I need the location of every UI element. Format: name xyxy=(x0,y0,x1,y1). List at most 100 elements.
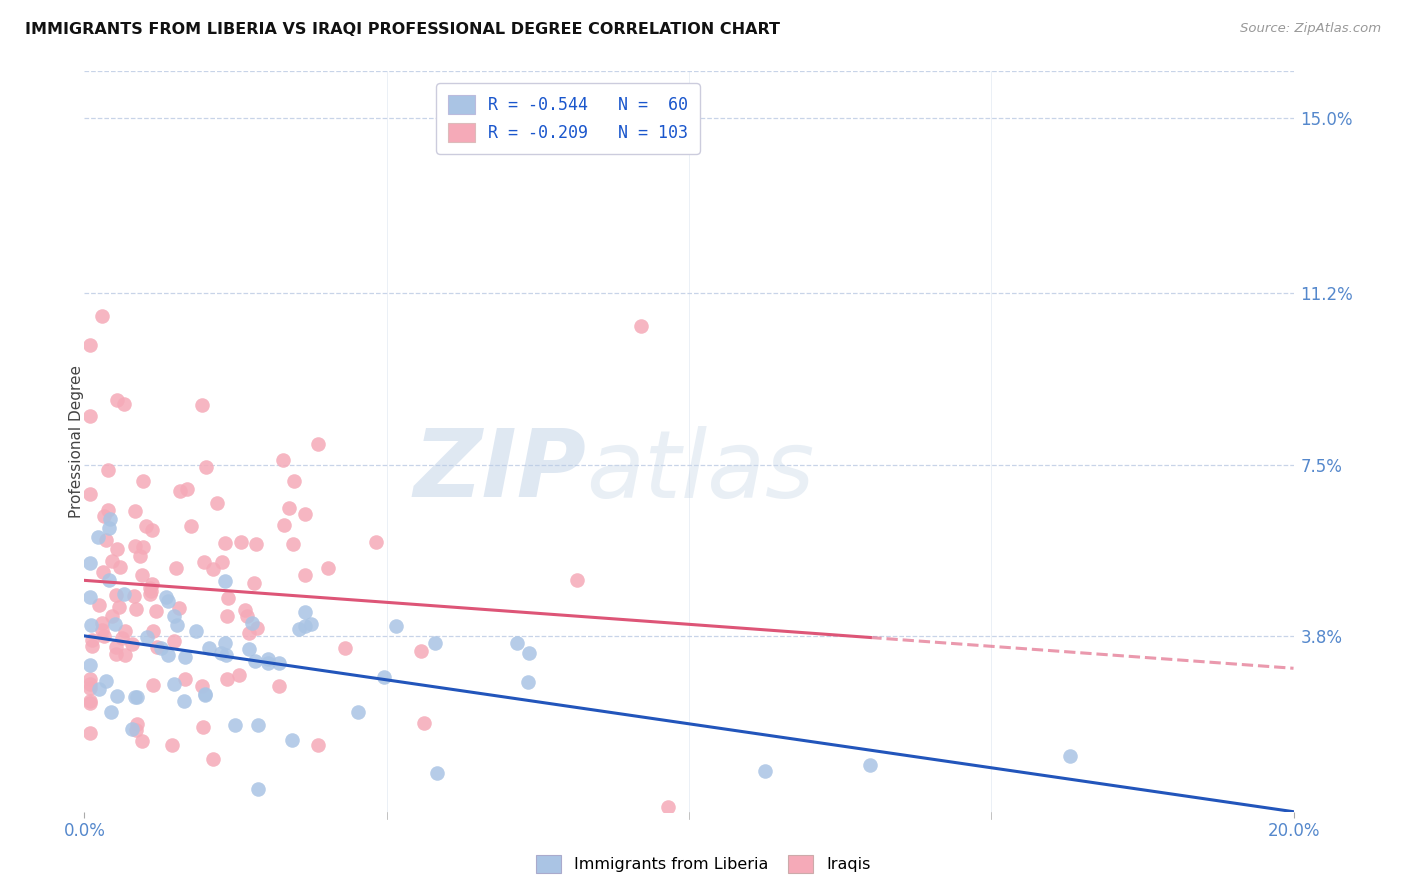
Point xyxy=(294,568,316,582)
Point xyxy=(180,519,202,533)
Point xyxy=(100,512,122,526)
Point xyxy=(287,622,309,636)
Point xyxy=(89,682,111,697)
Point xyxy=(79,590,101,604)
Point xyxy=(93,509,115,524)
Point xyxy=(754,764,776,778)
Point xyxy=(209,646,232,660)
Point xyxy=(423,635,446,649)
Point xyxy=(131,475,153,489)
Point xyxy=(384,618,406,632)
Point xyxy=(91,616,114,631)
Point xyxy=(316,561,339,575)
Point xyxy=(79,409,101,423)
Point xyxy=(166,618,188,632)
Point xyxy=(101,554,124,568)
Point xyxy=(155,590,177,604)
Point xyxy=(859,758,882,772)
Legend: R = -0.544   N =  60, R = -0.209   N = 103: R = -0.544 N = 60, R = -0.209 N = 103 xyxy=(436,83,700,153)
Point xyxy=(139,582,162,596)
Point xyxy=(97,503,120,517)
Point xyxy=(108,560,131,574)
Point xyxy=(82,633,104,648)
Point xyxy=(98,573,121,587)
Point xyxy=(79,696,101,710)
Point xyxy=(111,631,134,645)
Point xyxy=(141,577,163,591)
Point xyxy=(125,723,148,738)
Point xyxy=(105,640,128,655)
Point xyxy=(333,640,356,655)
Point xyxy=(269,656,291,670)
Point xyxy=(198,640,221,655)
Point xyxy=(80,640,103,654)
Point xyxy=(256,656,278,670)
Point xyxy=(169,483,191,498)
Point xyxy=(136,630,159,644)
Point xyxy=(114,624,136,638)
Point xyxy=(167,601,190,615)
Point xyxy=(93,629,115,643)
Point xyxy=(163,634,186,648)
Point xyxy=(194,688,217,702)
Point xyxy=(233,603,256,617)
Point xyxy=(94,673,117,688)
Point xyxy=(245,654,267,668)
Point xyxy=(267,679,290,693)
Point xyxy=(124,504,146,518)
Point xyxy=(228,668,250,682)
Point xyxy=(112,397,135,411)
Point xyxy=(157,593,180,607)
Point xyxy=(124,690,146,705)
Point xyxy=(214,536,236,550)
Point xyxy=(91,566,114,580)
Point xyxy=(247,782,270,797)
Point xyxy=(97,463,120,477)
Point xyxy=(87,529,110,543)
Point xyxy=(184,624,207,639)
Point xyxy=(657,800,679,814)
Point xyxy=(107,393,129,408)
Point xyxy=(157,648,180,663)
Point xyxy=(79,657,101,672)
Point xyxy=(79,726,101,740)
Point xyxy=(131,540,153,554)
Point xyxy=(139,584,162,599)
Point xyxy=(105,689,128,703)
Point xyxy=(79,556,101,570)
Point xyxy=(214,636,236,650)
Point xyxy=(215,648,238,663)
Point xyxy=(299,616,322,631)
Point xyxy=(94,533,117,547)
Point xyxy=(294,605,316,619)
Point xyxy=(273,518,295,533)
Point xyxy=(79,677,101,691)
Point xyxy=(107,542,129,557)
Point xyxy=(283,474,305,488)
Point xyxy=(91,623,114,637)
Point xyxy=(243,576,266,591)
Point xyxy=(131,567,153,582)
Y-axis label: Professional Degree: Professional Degree xyxy=(69,365,83,518)
Point xyxy=(174,672,197,686)
Point xyxy=(97,521,120,535)
Point xyxy=(211,554,233,568)
Text: ZIP: ZIP xyxy=(413,425,586,517)
Point xyxy=(281,733,304,747)
Point xyxy=(238,642,260,657)
Point xyxy=(163,676,186,690)
Point xyxy=(131,734,153,748)
Point xyxy=(90,309,112,323)
Point xyxy=(366,534,388,549)
Point xyxy=(125,602,148,616)
Point xyxy=(79,487,101,501)
Point xyxy=(191,679,214,693)
Point xyxy=(194,687,217,701)
Point xyxy=(79,338,101,352)
Point xyxy=(121,637,143,651)
Point xyxy=(165,561,187,575)
Point xyxy=(517,675,540,690)
Point xyxy=(294,619,316,633)
Point xyxy=(373,670,395,684)
Point xyxy=(104,588,127,602)
